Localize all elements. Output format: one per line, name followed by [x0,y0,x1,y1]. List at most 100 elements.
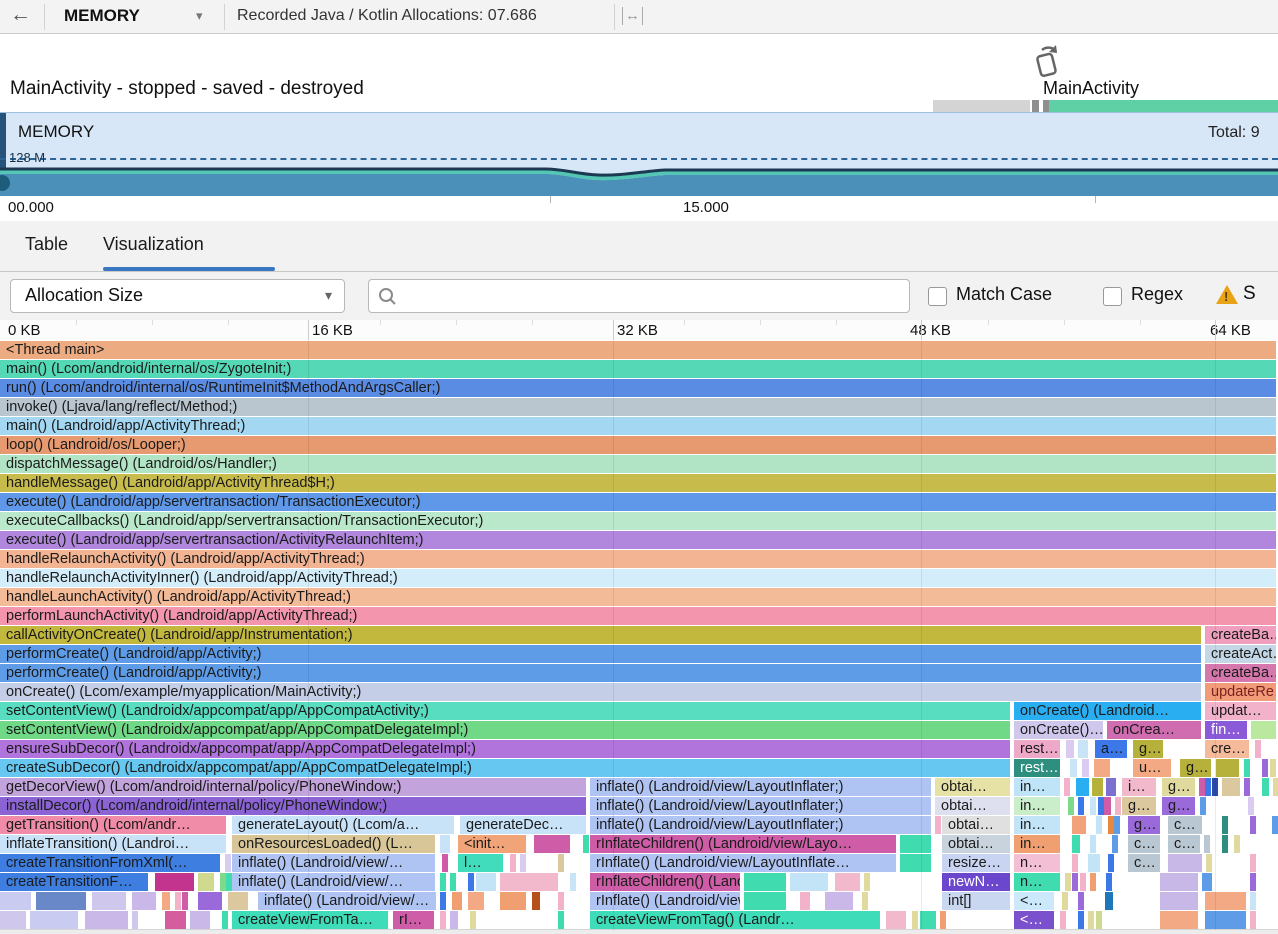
flame-sliver[interactable] [440,873,446,891]
flame-sliver[interactable] [900,854,931,872]
flame-segment[interactable]: cre… [1205,740,1249,758]
flame-segment[interactable]: n… [1014,873,1060,891]
flame-sliver[interactable] [835,873,860,891]
flame-sliver[interactable] [440,911,446,929]
flame-segment[interactable]: invoke() (Ljava/lang/reflect/Method;) [0,398,1276,416]
flame-sliver[interactable] [1222,816,1228,834]
flame-sliver[interactable] [1078,892,1084,910]
flame-segment[interactable]: rest… [1014,759,1060,777]
flame-sliver[interactable] [1206,854,1212,872]
flame-sliver[interactable] [1204,835,1210,853]
flame-segment[interactable]: createSubDecor() (Landroidx/appcompat/ap… [0,759,1010,777]
flame-sliver[interactable] [1092,778,1103,796]
flame-sliver[interactable] [1096,816,1102,834]
flame-sliver[interactable] [864,873,870,891]
flame-segment[interactable]: rInflate() (Landroid/view/Layo… [590,892,740,910]
flame-sliver[interactable] [198,892,222,910]
flame-sliver[interactable] [935,816,941,834]
flame-segment[interactable]: g… [1162,797,1195,815]
flame-sliver[interactable] [900,835,931,853]
flame-sliver[interactable] [1160,892,1198,910]
flame-sliver[interactable] [558,892,564,910]
flame-segment[interactable]: getDecorView() (Lcom/android/internal/po… [0,778,586,796]
match-case-label[interactable]: Match Case [956,284,1053,304]
flame-segment[interactable]: obtai… [942,816,1010,834]
flame-segment[interactable]: inflate() (Landroid/view/… [258,892,436,910]
flame-segment[interactable]: createViewFromTa… [232,911,388,929]
flame-sliver[interactable] [1234,835,1240,853]
flame-sliver[interactable] [744,873,786,891]
search-input[interactable] [403,282,897,310]
flame-sliver[interactable] [886,911,906,929]
flame-sliver[interactable] [1115,797,1121,815]
flame-sliver[interactable] [1168,854,1202,872]
flame-sliver[interactable] [1078,911,1084,929]
flame-sliver[interactable] [1088,911,1094,929]
flame-segment[interactable]: createAct… [1205,645,1276,663]
regex-checkbox[interactable] [1103,287,1122,306]
flame-sliver[interactable] [222,911,228,929]
flame-segment[interactable]: in… [1014,816,1060,834]
flame-sliver[interactable] [1090,835,1096,853]
flame-sliver[interactable] [534,835,570,853]
flame-segment[interactable]: c… [1128,835,1160,853]
flame-sliver[interactable] [790,873,828,891]
flame-segment[interactable]: onCreate() (Landroid… [1014,702,1201,720]
flame-segment[interactable]: getTransition() (Lcom/andr… [0,816,226,834]
flame-segment[interactable]: main() (Landroid/app/ActivityThread;) [0,417,1276,435]
flame-segment[interactable]: performCreate() (Landroid/app/Activity;) [0,645,1201,663]
flame-sliver[interactable] [1082,759,1089,777]
flame-segment[interactable]: c… [1128,854,1160,872]
flame-sliver[interactable] [132,892,156,910]
flame-segment[interactable]: rI… [393,911,434,929]
flame-segment[interactable]: onCreate() (Lcom/example/myapplication/M… [0,683,1201,701]
flame-sliver[interactable] [442,854,448,872]
flame-segment[interactable]: main() (Lcom/android/internal/os/ZygoteI… [0,360,1276,378]
tab-visualization[interactable]: Visualization [103,234,204,254]
flame-sliver[interactable] [1088,854,1100,872]
flame-sliver[interactable] [862,892,868,910]
flame-sliver[interactable] [0,911,26,929]
flame-sliver[interactable] [1064,778,1070,796]
flame-segment[interactable]: <… [1014,911,1054,929]
flame-sliver[interactable] [85,911,128,929]
flame-segment[interactable]: <… [1014,892,1054,910]
flame-segment[interactable]: g… [1122,797,1156,815]
flame-sliver[interactable] [165,911,186,929]
flame-sliver[interactable] [1104,797,1111,815]
flame-sliver[interactable] [476,873,496,891]
flame-segment[interactable]: g… [1180,759,1211,777]
flame-sliver[interactable] [225,854,231,872]
flame-sliver[interactable] [1205,911,1246,929]
flame-segment[interactable]: inflate() (Landroid/view/… [232,854,435,872]
flame-sliver[interactable] [1072,854,1078,872]
flame-segment[interactable]: inflate() (Landroid/view/… [232,873,435,891]
flame-sliver[interactable] [1072,835,1080,853]
flame-segment[interactable]: a… [1095,740,1127,758]
flame-sliver[interactable] [1078,797,1084,815]
flame-sliver[interactable] [440,892,446,910]
flame-segment[interactable]: execute() (Landroid/app/servertransactio… [0,493,1276,511]
flame-sliver[interactable] [800,892,810,910]
regex-label[interactable]: Regex [1131,284,1184,304]
memory-area-chart[interactable] [0,166,1278,196]
flame-sliver[interactable] [30,911,78,929]
flame-segment[interactable]: n… [1014,854,1060,872]
flame-sliver[interactable] [1270,759,1276,777]
flame-segment[interactable]: run() (Lcom/android/internal/os/RuntimeI… [0,379,1276,397]
flame-segment[interactable]: rInflateChildren() (Landroid/v… [590,873,740,891]
flame-segment[interactable]: obtai… [942,835,1010,853]
flame-sliver[interactable] [450,911,458,929]
flame-segment[interactable]: dispatchMessage() (Landroid/os/Handler;) [0,455,1276,473]
flame-sliver[interactable] [1248,797,1254,815]
flame-sliver[interactable] [220,873,226,891]
flame-sliver[interactable] [1062,892,1068,910]
zoom-to-selection-icon[interactable]: ↔ [622,7,643,25]
allocation-size-dropdown[interactable]: Allocation Size ▾ [10,279,345,313]
flame-segment[interactable]: inflate() (Landroid/view/LayoutInflater;… [590,778,931,796]
flame-sliver[interactable] [912,911,918,929]
flame-sliver[interactable] [1072,816,1086,834]
flame-sliver[interactable] [1068,797,1074,815]
flame-segment[interactable]: onCrea… [1107,721,1201,739]
flame-segment[interactable]: in… [1014,797,1060,815]
